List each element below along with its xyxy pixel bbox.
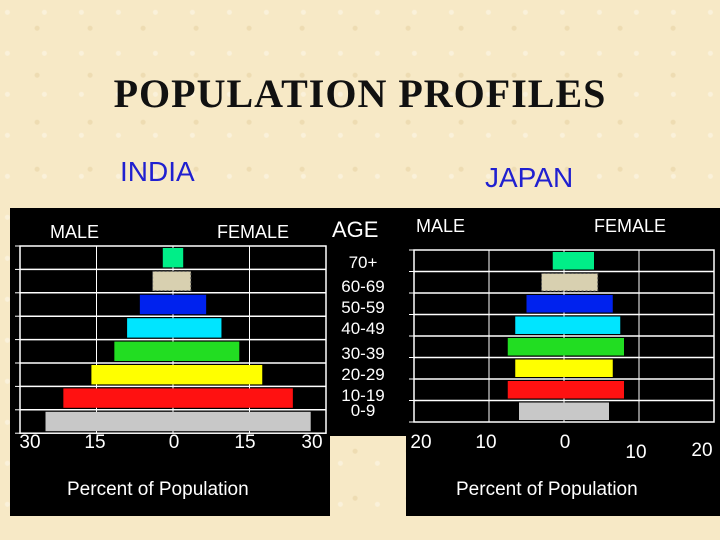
india-xtick-label: 15	[84, 432, 105, 453]
japan-xlabel: Percent of Population	[456, 479, 638, 500]
india-bar-0-9	[45, 411, 311, 432]
japan-bar-70+	[552, 252, 594, 270]
age-label-10-19: 10-19	[341, 386, 384, 405]
india-xtick-label: 0	[169, 432, 180, 453]
india-xtick-label: 15	[234, 432, 255, 453]
japan-bar-20-29	[515, 359, 613, 377]
japan-bar-40-49	[515, 316, 621, 334]
india-bar-10-19	[63, 388, 293, 408]
japan-bar-10-19	[507, 381, 624, 399]
japan-bar-50-59	[526, 295, 613, 313]
india-bar-50-59	[139, 294, 207, 315]
age-label-30-39: 30-39	[341, 344, 384, 363]
india-bar-60-69	[152, 270, 192, 292]
japan-xtick-label: 20	[691, 440, 712, 461]
india-title: INDIA	[120, 156, 195, 187]
india-bar-30-39	[114, 341, 240, 361]
age-label-40-49: 40-49	[341, 319, 384, 338]
india-bar-70+	[162, 248, 184, 268]
japan-bar-0-9	[519, 402, 609, 420]
japan-title: JAPAN	[485, 162, 574, 193]
japan-bar-60-69	[541, 273, 599, 292]
age-column: AGE	[330, 208, 406, 436]
japan-xtick-label: 20	[410, 432, 431, 453]
japan-xtick-label: 10	[625, 442, 646, 463]
india-bar-20-29	[91, 365, 263, 385]
india-female-label: FEMALE	[217, 222, 290, 242]
india-xtick-label: 30	[301, 432, 322, 453]
japan-bar-30-39	[507, 338, 624, 356]
india-male-label: MALE	[50, 222, 100, 242]
age-label-70+: 70+	[349, 253, 378, 272]
india-xtick-label: 30	[19, 432, 40, 453]
japan-female-label: FEMALE	[594, 216, 667, 236]
age-label-60-69: 60-69	[341, 277, 384, 296]
japan-male-label: MALE	[416, 216, 466, 236]
age-label-50-59: 50-59	[341, 298, 384, 317]
age-label-20-29: 20-29	[341, 365, 384, 384]
india-xlabel: Percent of Population	[67, 479, 249, 500]
japan-xtick-label: 0	[560, 432, 571, 453]
india-bar-40-49	[127, 318, 222, 338]
age-header: AGE	[332, 217, 379, 242]
age-label-0-9: 0-9	[351, 401, 376, 420]
japan-xtick-label: 10	[475, 432, 496, 453]
page-title: POPULATION PROFILES	[113, 71, 607, 116]
